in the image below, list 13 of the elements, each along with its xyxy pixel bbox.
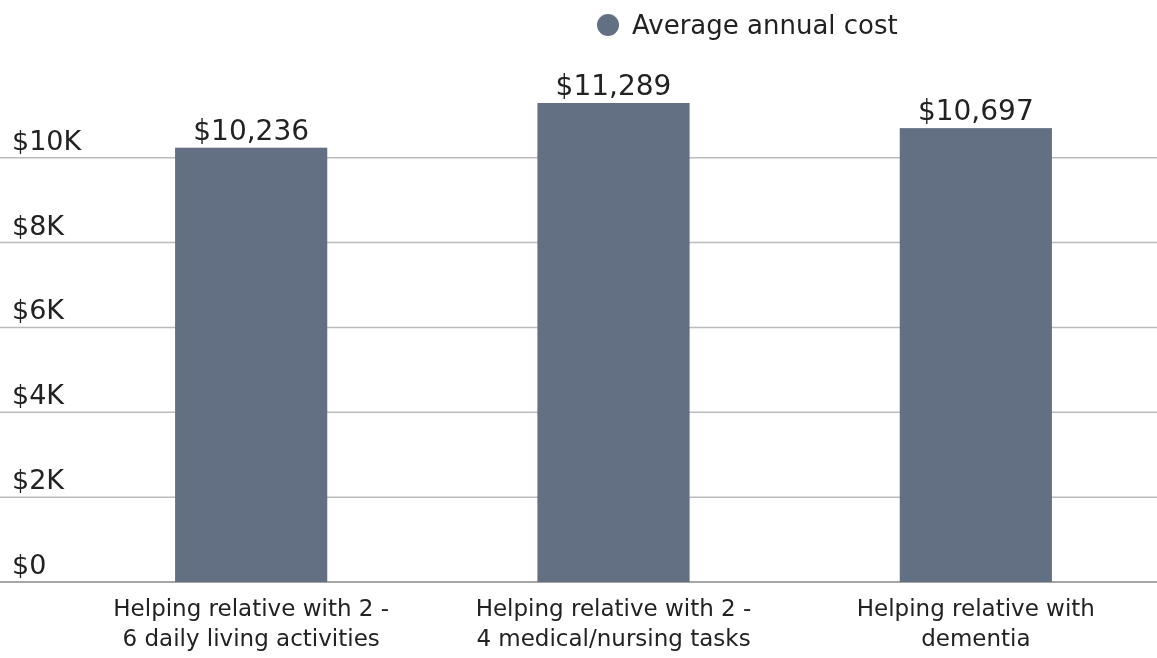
- y-tick-label: $0: [12, 549, 47, 580]
- y-tick-label: $4K: [12, 379, 66, 411]
- data-label: $11,289: [555, 69, 672, 102]
- legend-label: Average annual cost: [632, 10, 898, 40]
- y-tick-label: $10K: [12, 124, 83, 156]
- x-tick-label: Helping relative with dementia: [856, 595, 1095, 651]
- y-tick-label: $6K: [12, 294, 66, 326]
- x-tick-label: Helping relative with 2 - 4 medical/nursing tasks: [475, 595, 752, 651]
- y-tick-label: $8K: [12, 209, 66, 241]
- x-tick-label: Helping relative with 2 - 6 daily living activities: [113, 595, 390, 651]
- y-tick-label: $2K: [12, 464, 66, 496]
- data-label: $10,236: [193, 113, 310, 147]
- data-label: $10,697: [917, 94, 1034, 128]
